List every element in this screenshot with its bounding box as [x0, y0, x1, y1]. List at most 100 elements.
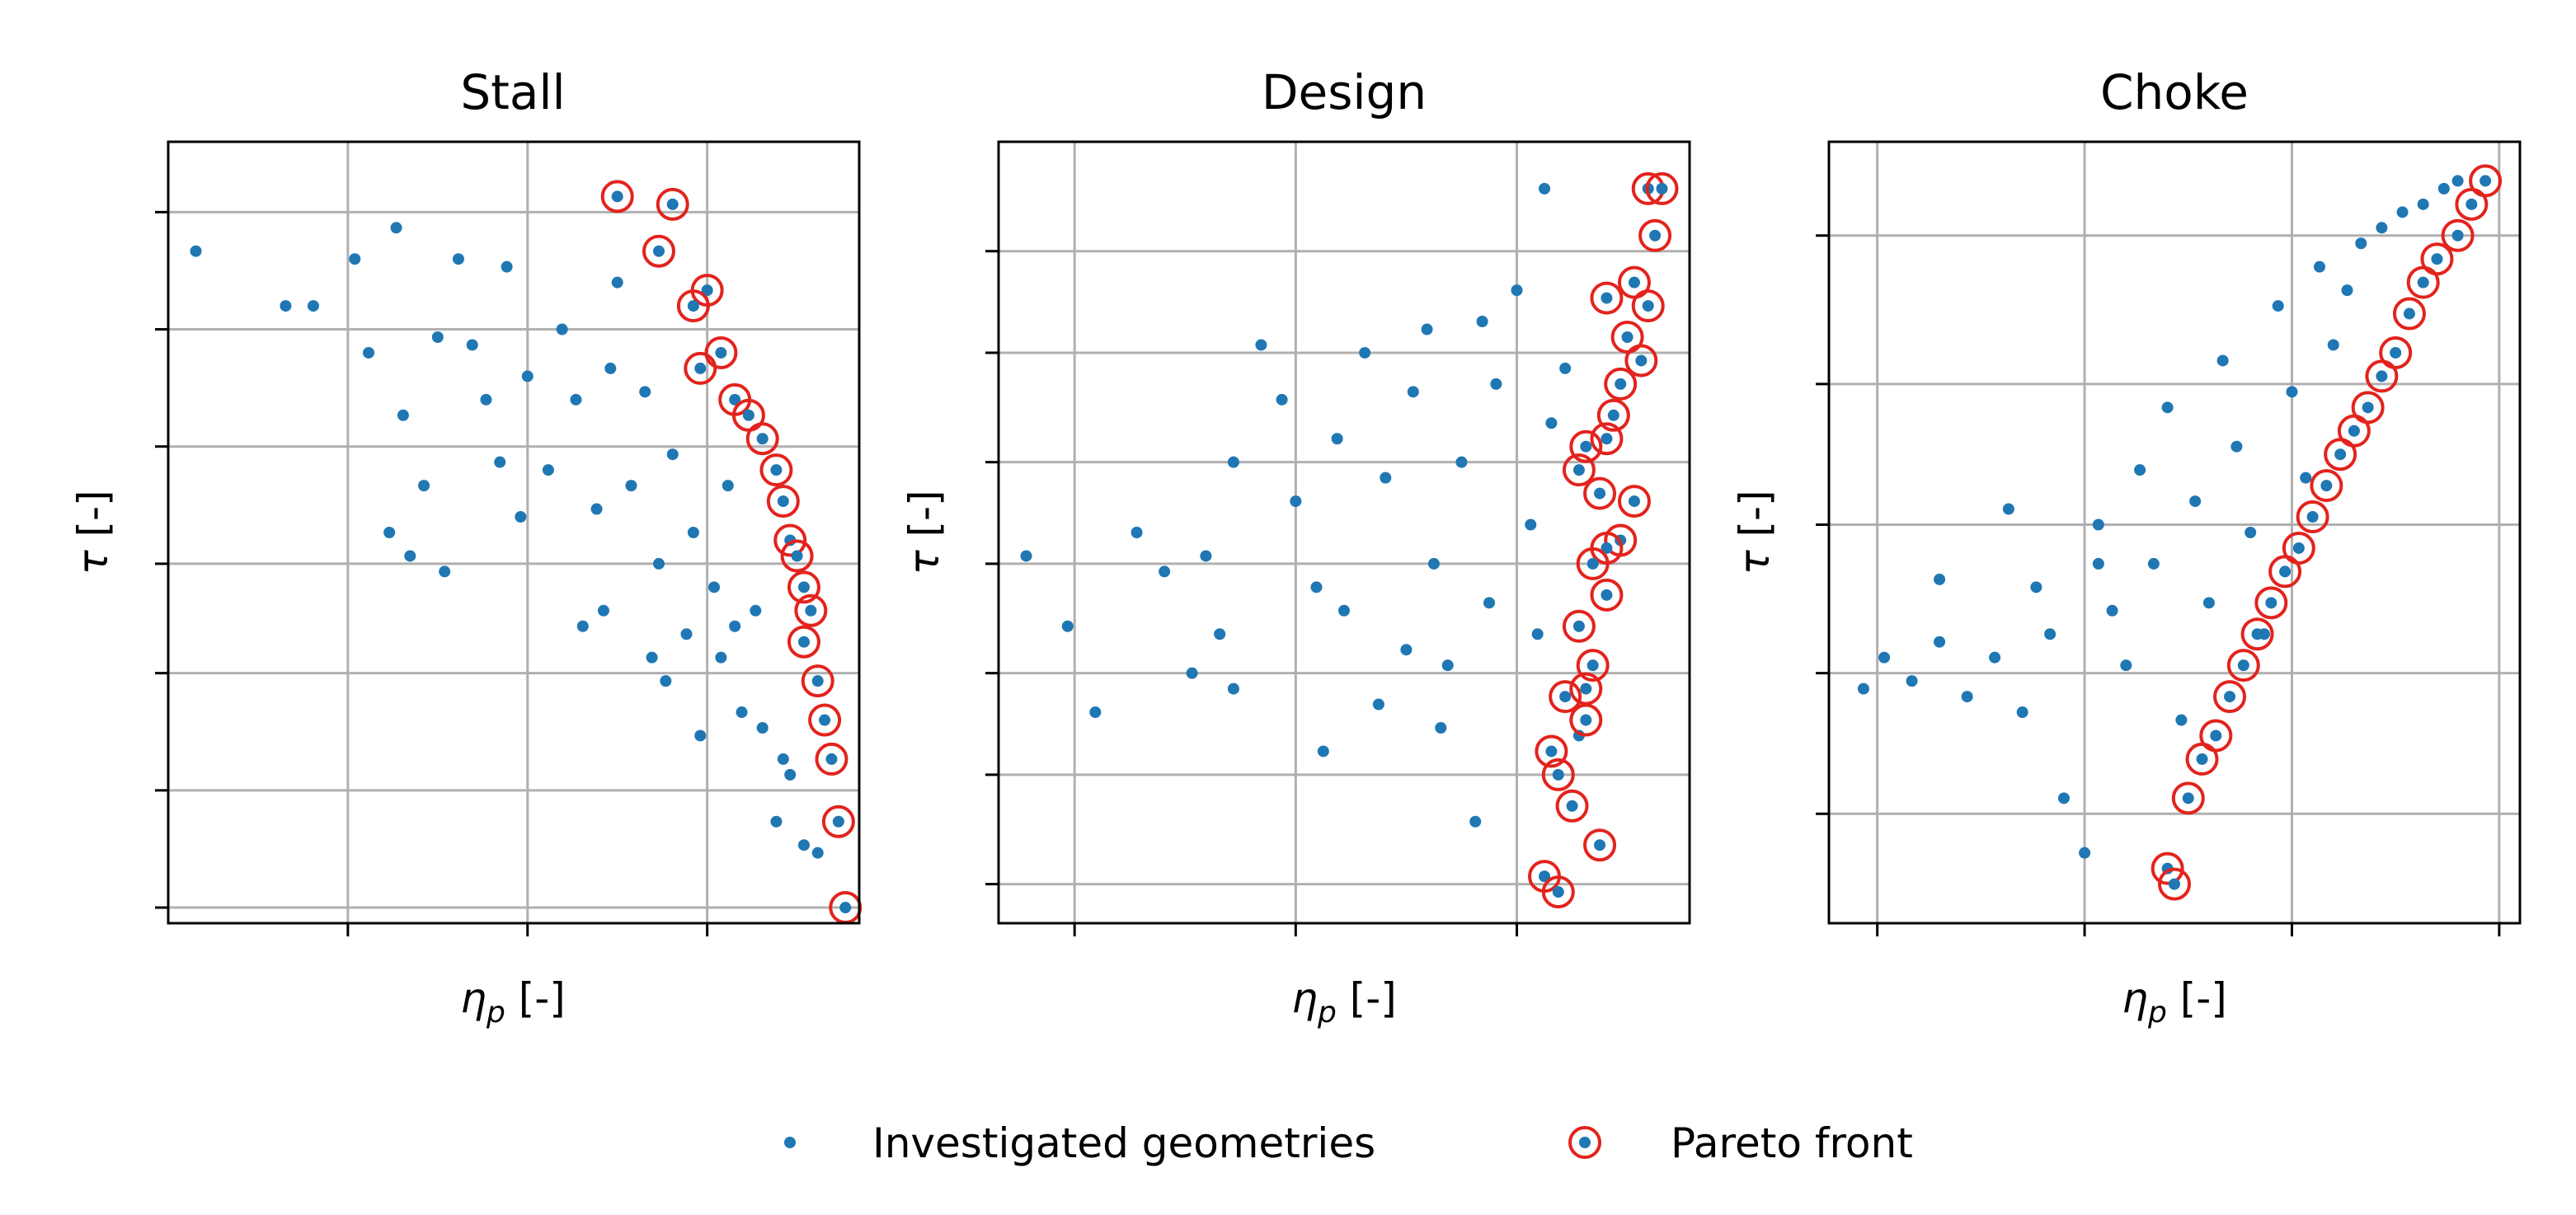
investigated-point [1061, 620, 1074, 632]
investigated-point [2161, 401, 2174, 414]
pareto-point [756, 433, 769, 445]
pareto-point [2376, 370, 2388, 382]
pareto-ring [2158, 867, 2191, 901]
investigated-point [1989, 651, 2001, 664]
investigated-point [521, 370, 534, 382]
investigated-point [770, 815, 783, 828]
investigated-point [2417, 198, 2429, 210]
investigated-point [1407, 386, 1419, 398]
legend-label-investigated: Investigated geometries [872, 1119, 1375, 1167]
pareto-point [1552, 768, 1564, 781]
investigated-point [1338, 604, 1350, 617]
investigated-point [1857, 683, 1869, 695]
pareto-ring [1535, 734, 1568, 768]
investigated-point [1020, 550, 1032, 562]
pareto-ring [676, 289, 710, 323]
pareto-ring [1638, 218, 1672, 252]
pareto-ring [642, 234, 675, 268]
pareto-ring [2185, 742, 2219, 776]
pareto-ring [2268, 555, 2302, 589]
investigated-point [2230, 440, 2243, 453]
investigated-point [1455, 456, 1468, 468]
pareto-ring [780, 539, 814, 573]
investigated-point [2216, 354, 2229, 367]
pareto-point [694, 362, 707, 374]
pareto-point [2196, 753, 2208, 765]
investigated-point [2327, 339, 2339, 351]
pareto-point [832, 815, 844, 828]
investigated-point [1559, 362, 1572, 374]
grid-stall [155, 142, 859, 936]
points-choke [1857, 164, 2503, 901]
legend: Investigated geometries Pareto front [784, 1119, 1913, 1167]
investigated-point [494, 456, 506, 468]
pareto-ring [2365, 359, 2399, 393]
pareto-ring [1583, 828, 1617, 862]
pareto-ring [1576, 547, 1610, 580]
investigated-point [1227, 456, 1239, 468]
pareto-point [2451, 229, 2464, 242]
pareto-ring [1569, 703, 1603, 737]
pareto-point [1621, 331, 1634, 343]
pareto-ring [2254, 586, 2288, 620]
pareto-point [1635, 354, 1648, 367]
investigated-point [1906, 675, 1918, 687]
pareto-point [2306, 511, 2319, 523]
pareto-ring [2151, 851, 2184, 885]
investigated-point [715, 651, 727, 664]
pareto-ring [1590, 422, 1624, 456]
panel-design: Design ηp [-] τ [-] [900, 64, 1691, 1030]
investigated-point [2286, 386, 2298, 398]
investigated-point [694, 729, 707, 742]
points-design [1020, 171, 1679, 909]
panel-stall: Stall ηp [-] τ [-] [69, 64, 863, 1030]
pareto-point [2265, 597, 2278, 609]
y-axis-label-stall: τ [-] [69, 490, 117, 575]
pareto-point [811, 675, 824, 687]
pareto-point [2251, 628, 2263, 640]
investigated-point [2175, 714, 2188, 726]
investigated-point [722, 480, 734, 492]
investigated-point [570, 393, 582, 406]
investigated-point [2079, 847, 2091, 859]
investigated-point [2092, 518, 2104, 531]
investigated-point [1441, 659, 1454, 672]
investigated-point [349, 253, 361, 265]
pareto-point [1628, 276, 1640, 289]
investigated-point [1310, 581, 1323, 593]
investigated-point [397, 409, 409, 421]
pareto-ring [815, 742, 848, 776]
investigated-point [1214, 628, 1226, 640]
pareto-ring [787, 570, 820, 604]
pareto-ring [1562, 453, 1596, 487]
x-axis-label-design: ηp [-] [1291, 974, 1397, 1030]
pareto-point [742, 409, 754, 421]
investigated-point [1227, 683, 1239, 695]
pareto-ring [808, 703, 842, 737]
pareto-point [2237, 659, 2249, 672]
investigated-point [480, 393, 492, 406]
pareto-ring [1583, 476, 1617, 510]
pareto-point [1539, 870, 1551, 883]
pareto-ring [1590, 578, 1624, 612]
investigated-point [1483, 597, 1495, 609]
investigated-point [1372, 698, 1384, 711]
pareto-point [791, 550, 803, 562]
pareto-ring [2240, 617, 2274, 651]
pareto-point [701, 284, 713, 297]
pareto-ring [1631, 289, 1665, 323]
pareto-point [1594, 487, 1606, 500]
pareto-point [1580, 440, 1592, 453]
pareto-point [1586, 557, 1599, 570]
pareto-point [2224, 691, 2236, 703]
pareto-point [819, 714, 831, 726]
investigated-point [2451, 175, 2464, 187]
investigated-point [390, 222, 402, 234]
investigated-point [687, 527, 699, 538]
pareto-ring [2392, 297, 2426, 331]
x-axis-label-stall: ηp [-] [460, 974, 566, 1030]
investigated-point [2437, 182, 2450, 195]
pareto-ring [2406, 265, 2440, 299]
